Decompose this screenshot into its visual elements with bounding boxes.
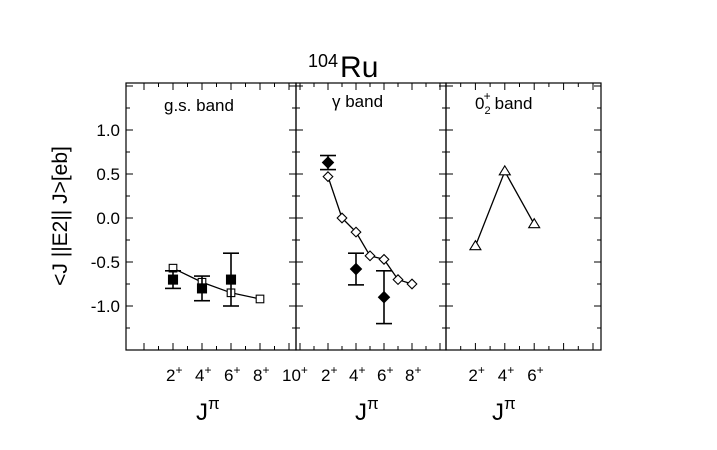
panel-frame-gs xyxy=(125,82,297,351)
x-tick-label: 2+ xyxy=(166,363,182,385)
data-point-open-diamond xyxy=(322,171,334,183)
data-point-filled-square xyxy=(167,274,179,285)
data-point-open-triangle xyxy=(527,217,541,229)
series-line xyxy=(474,169,535,247)
y-tick-label: -1.0 xyxy=(91,297,120,316)
y-axis-label: <J ||E2|| J>[eb] xyxy=(49,146,72,286)
panel-frame-gamma xyxy=(295,82,447,351)
panel-label-02-base: 0 xyxy=(475,94,484,113)
data-marks xyxy=(165,154,541,325)
panel-label-02: 02 + band xyxy=(475,89,532,117)
x-tick-label: 6+ xyxy=(377,363,393,385)
data-point-open-diamond xyxy=(336,212,348,224)
data-point-open-diamond xyxy=(378,253,390,265)
data-point-open-square xyxy=(255,294,265,304)
panel-label-02-rest: band xyxy=(495,94,533,113)
x-tick-label: 6+ xyxy=(224,363,240,385)
data-point-filled-square xyxy=(225,274,237,285)
x-tick-label: 8+ xyxy=(405,363,421,385)
data-point-filled-diamond xyxy=(377,290,391,304)
data-point-open-diamond xyxy=(350,226,362,238)
x-axis-label-gs: Jπ xyxy=(196,394,220,426)
data-point-filled-diamond xyxy=(349,262,363,276)
panel-label-gs: g.s. band xyxy=(164,96,234,115)
x-tick-label: 8+ xyxy=(253,363,269,385)
x-tick-label: 2+ xyxy=(468,363,484,385)
panel-label-gamma: γ band xyxy=(332,92,383,111)
data-point-open-triangle xyxy=(468,239,482,251)
x-axis-label-gamma: Jπ xyxy=(355,394,379,426)
y-tick-label: 0.5 xyxy=(96,165,120,184)
x-tick-label: 6+ xyxy=(527,363,543,385)
series-line xyxy=(172,267,261,300)
y-tick-label: 0.0 xyxy=(96,209,120,228)
x-tick-label: 4+ xyxy=(498,363,514,385)
y-tick-label: 1.0 xyxy=(96,121,120,140)
data-point-open-diamond xyxy=(392,274,404,286)
data-point-open-diamond xyxy=(406,278,418,290)
panel-frame-02 xyxy=(445,82,602,351)
x-tick-label: 10+ xyxy=(282,363,308,385)
data-point-filled-square xyxy=(196,283,208,294)
x-tick-label: 4+ xyxy=(195,363,211,385)
data-point-open-triangle xyxy=(498,164,512,176)
title-element: Ru xyxy=(340,51,378,84)
series-line xyxy=(327,176,413,285)
data-point-open-diamond xyxy=(364,250,376,262)
x-tick-label: 4+ xyxy=(349,363,365,385)
axis-ticks: 1.00.50.0-0.5-1.02+ 4+ 6+ 8+ 10+ 2+ 4+ 6+ 8+ 2+ 4+… xyxy=(91,83,601,385)
title-mass-number: 104 xyxy=(308,51,338,71)
x-tick-label: 2+ xyxy=(321,363,337,385)
x-axis-label-02: Jπ xyxy=(492,394,516,426)
data-point-filled-diamond xyxy=(321,156,335,169)
y-tick-label: -0.5 xyxy=(91,253,120,272)
panel-label-02-sub: 2 xyxy=(484,105,490,117)
panel-label-02-sup: + xyxy=(484,89,491,103)
figure-title: 104Ru xyxy=(308,51,378,84)
